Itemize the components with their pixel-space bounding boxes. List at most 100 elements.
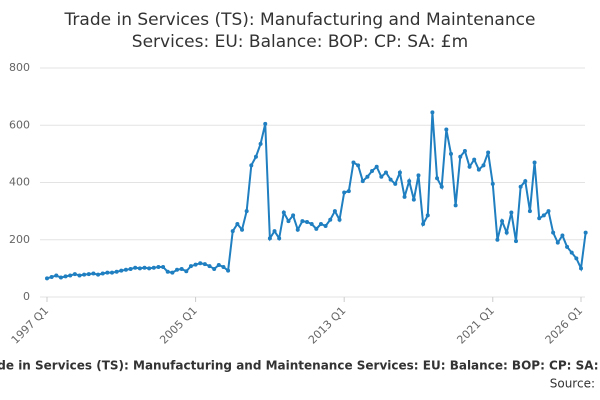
data-point [96,272,101,277]
data-point [541,213,546,218]
data-point [179,266,184,271]
data-point [407,179,412,184]
data-point [110,270,115,275]
x-tick-label: 2013 Q1 [306,304,349,347]
y-tick-label: 200 [9,233,30,246]
data-point [305,220,310,225]
data-point [235,222,240,227]
data-point [151,265,156,270]
data-point [560,233,565,238]
data-point [383,170,388,175]
chart-title-line: Services: EU: Balance: BOP: CP: SA: £m [132,32,468,52]
data-point [105,270,110,275]
data-point [137,266,142,271]
data-point [240,227,245,232]
y-tick-label: 400 [9,176,30,189]
data-point [119,268,124,273]
data-point [462,149,467,154]
y-tick-label: 0 [23,290,30,303]
data-point [309,222,314,227]
data-point [509,210,514,215]
chart-title-line: Trade in Services (TS): Manufacturing an… [64,10,536,30]
data-point [123,267,128,272]
data-point [388,177,393,182]
data-point [495,237,500,242]
data-point [490,181,495,186]
data-point [207,264,212,269]
data-point [402,194,407,199]
data-point [374,164,379,169]
data-point [504,230,509,235]
data-point [212,266,217,271]
data-point [272,229,277,234]
data-point [337,217,342,222]
data-point [49,274,54,279]
data-point [565,244,570,249]
data-point [513,239,518,244]
data-point [286,219,291,224]
data-point [263,121,268,126]
data-point [467,164,472,169]
x-tick-label: 2026 Q1 [543,304,586,347]
data-point [323,224,328,229]
data-point [314,226,319,231]
data-point [583,230,588,235]
data-point [221,264,226,269]
data-point [300,219,305,224]
data-point [170,270,175,275]
data-point [175,267,180,272]
data-point [226,268,231,273]
data-point [86,272,91,277]
data-point [184,269,189,274]
data-point [379,174,384,179]
data-point [77,273,82,278]
data-point [448,151,453,156]
data-point [318,222,323,227]
y-tick-label: 800 [9,61,30,74]
data-point [453,203,458,208]
data-point [216,262,221,267]
data-point [128,266,133,271]
data-point [281,210,286,215]
source: Source: [550,377,595,391]
data-point [295,227,300,232]
data-point [45,276,49,281]
data-point [421,222,426,227]
data-point [230,229,235,234]
chart-title: Trade in Services (TS): Manufacturing an… [64,10,536,52]
data-point [114,269,119,274]
data-point [397,170,402,175]
data-point [277,236,282,241]
data-point [411,197,416,202]
data-point [328,217,333,222]
data-point [193,262,198,267]
data-point [346,189,351,194]
x-axis-label: Trade in Services (TS): Manufacturing an… [0,359,600,373]
data-point [332,209,337,214]
data-point [161,264,166,269]
data-point [100,271,105,276]
data-point [518,184,523,189]
data-point [569,250,574,255]
data-point [486,150,491,155]
data-point [147,266,152,271]
data-point [425,213,430,218]
data-point [249,163,254,168]
data-point [416,173,421,178]
data-point [555,240,560,245]
data-point [188,264,193,269]
data-point [370,169,375,174]
data-point [258,141,263,146]
data-point [63,274,68,279]
data-point [472,157,477,162]
series-line [46,112,587,280]
data-point [579,266,583,271]
data-point [365,174,370,179]
data-point [202,262,207,267]
data-point [393,181,398,186]
data-point [537,216,542,221]
data-point [356,163,361,168]
data-point [435,176,440,181]
